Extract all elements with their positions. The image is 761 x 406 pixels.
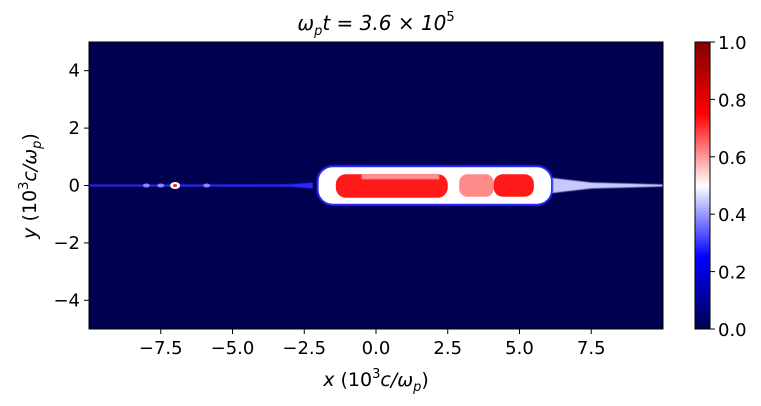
small-blob-1 xyxy=(157,183,165,188)
y-tick-label: −2 xyxy=(53,233,80,254)
chart-title: ωpt = 3.6 × 105 xyxy=(297,10,454,39)
y-axis: 4 2 0 −2 −4 xyxy=(53,61,89,311)
y-tick-label: −4 xyxy=(53,290,80,311)
y-tick-label: 0 xyxy=(69,176,80,197)
colorbar-tick-label: 0.2 xyxy=(718,263,747,284)
x-tick-label: 7.5 xyxy=(577,338,606,359)
y-tick-label: 2 xyxy=(69,118,80,139)
main-blob-gap xyxy=(450,168,455,203)
small-blob-3 xyxy=(203,183,211,188)
x-tick-label: −5.0 xyxy=(211,338,255,359)
x-tick-label: −2.5 xyxy=(282,338,326,359)
main-blob-core-right xyxy=(493,174,534,197)
filament-left xyxy=(89,182,313,189)
main-blob-highlight xyxy=(361,174,440,180)
x-tick-label: 2.5 xyxy=(433,338,462,359)
colorbar-tick-label: 0.6 xyxy=(718,148,747,169)
colorbar-tick-label: 0.0 xyxy=(718,320,747,341)
y-tick-label: 4 xyxy=(69,61,80,82)
main-blob-core-left xyxy=(335,174,448,198)
colorbar-tick-label: 0.8 xyxy=(718,90,747,111)
colorbar: 1.0 0.8 0.6 0.4 0.2 0.0 xyxy=(694,33,747,341)
y-axis-label: y (103c/ωp) xyxy=(17,133,45,240)
filament-right xyxy=(548,177,663,194)
colorbar-tick-label: 0.4 xyxy=(718,205,747,226)
x-tick-label: −7.5 xyxy=(139,338,183,359)
x-tick-label: 0.0 xyxy=(362,338,391,359)
main-blob-core-mid xyxy=(459,174,494,197)
colorbar-tick-label: 1.0 xyxy=(718,33,747,54)
x-axis-label: x (103c/ωp) xyxy=(322,367,429,395)
colorbar-gradient xyxy=(694,41,711,330)
small-blob-2 xyxy=(142,183,150,188)
x-axis: −7.5 −5.0 −2.5 0.0 2.5 5.0 7.5 xyxy=(139,329,606,359)
small-blob-core-0 xyxy=(173,184,178,187)
plot-area xyxy=(88,41,664,330)
x-tick-label: 5.0 xyxy=(505,338,534,359)
